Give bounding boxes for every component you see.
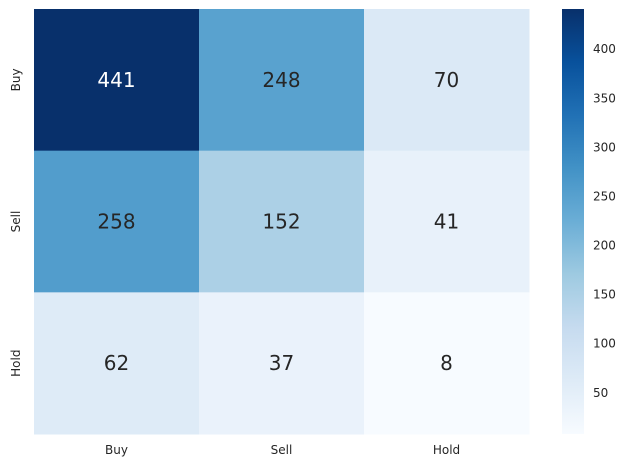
x-tick-label: Hold [433,443,460,457]
colorbar-tick-label: 200 [593,239,616,253]
colorbar-ticks: 50 100 150 200 250 300 350 400 [593,42,616,400]
heatmap-cell [364,150,530,293]
cell-value-label: 8 [440,351,453,375]
x-tick-label: Sell [271,443,293,457]
colorbar-tick-label: 50 [593,386,608,400]
colorbar-tick-label: 250 [593,189,616,203]
heatmap-cell [34,292,200,435]
cell-value-label: 248 [262,68,300,92]
cell-value-label: 441 [97,68,135,92]
x-axis: Buy Sell Hold [105,443,460,457]
cell-value-label: 37 [269,351,294,375]
heatmap-cell [364,292,530,435]
colorbar-tick-label: 150 [593,288,616,302]
heatmap-cell [34,9,200,152]
y-tick-label: Hold [9,350,23,377]
heatmap-cell [199,9,365,152]
heatmap-cell [199,292,365,435]
cell-value-label: 70 [434,68,459,92]
colorbar-tick-label: 350 [593,91,616,105]
colorbar-gradient [562,9,584,434]
cell-value-label: 62 [104,351,129,375]
cell-value-label: 258 [97,210,135,234]
heatmap-cell [199,150,365,293]
x-tick-label: Buy [105,443,128,457]
colorbar-tick-label: 300 [593,140,616,154]
heatmap-cell [364,9,530,152]
heatmap-cells: 441 248 70 258 152 41 62 37 8 [34,9,530,435]
colorbar-tick-label: 100 [593,337,616,351]
heatmap-cell [34,150,200,293]
colorbar: 50 100 150 200 250 300 350 400 [562,9,616,434]
cell-value-label: 41 [434,210,459,234]
colorbar-tick-label: 400 [593,42,616,56]
cell-value-label: 152 [262,210,300,234]
y-axis: Buy Sell Hold [9,68,23,376]
y-tick-label: Sell [9,211,23,233]
y-tick-label: Buy [9,68,23,91]
